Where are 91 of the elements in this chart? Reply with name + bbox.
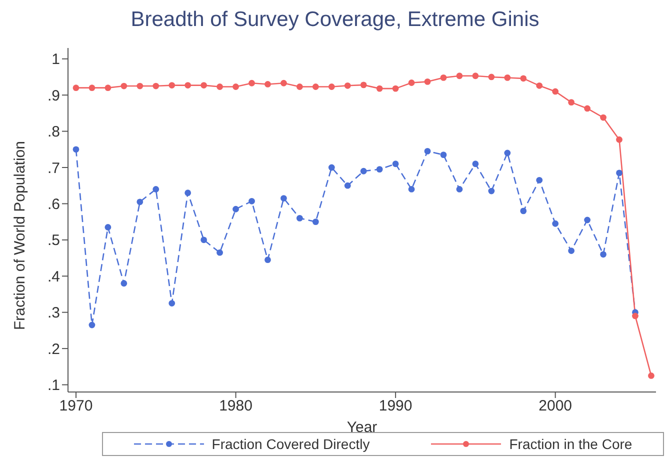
point: [408, 80, 415, 86]
point: [488, 188, 495, 194]
point: [104, 84, 112, 92]
point: [200, 82, 208, 88]
point: [264, 81, 271, 88]
point: [184, 82, 192, 88]
point: [280, 80, 287, 86]
point: [136, 82, 144, 90]
point: [264, 256, 271, 264]
y-tick-label: .3: [47, 304, 60, 322]
legend-label: Fraction Covered Directly: [212, 436, 370, 452]
y-axis-title: Fraction of World Population: [11, 141, 28, 330]
y-tick-label: .8: [47, 124, 60, 141]
y-tick-label: .7: [47, 160, 60, 177]
point: [344, 82, 351, 89]
y-tick-label: .5: [47, 232, 60, 250]
point: [392, 85, 399, 92]
chart-title: Breadth of Survey Coverage, Extreme Ginis: [130, 8, 540, 33]
point: [136, 198, 144, 206]
point: [120, 82, 128, 90]
point: [456, 186, 463, 192]
point: [168, 300, 176, 306]
point: [72, 84, 80, 92]
point: [184, 190, 192, 196]
point: [568, 99, 575, 106]
point: [648, 372, 654, 379]
point: [456, 72, 463, 80]
point: [104, 224, 112, 230]
point: [120, 280, 128, 287]
point: [584, 216, 590, 224]
point: [504, 74, 511, 81]
x-tick-label: 1970: [59, 398, 93, 415]
point: [232, 206, 239, 212]
point: [504, 150, 511, 156]
point: [72, 146, 80, 153]
x-tick-label: 1990: [378, 398, 412, 415]
point: [312, 84, 319, 90]
point: [200, 236, 208, 244]
point: [280, 195, 287, 202]
point: [552, 220, 559, 227]
point: [536, 176, 543, 184]
point: [328, 84, 335, 90]
point: [376, 166, 383, 173]
point: [520, 75, 527, 82]
x-tick-label: 1980: [219, 398, 252, 415]
y-tick-label: .9: [47, 87, 60, 104]
point: [88, 84, 96, 92]
point: [616, 136, 622, 143]
point: [88, 322, 96, 328]
point: [472, 160, 479, 168]
y-tick-label: 1: [52, 51, 60, 68]
point: [520, 208, 527, 214]
point: [152, 82, 160, 90]
point: [360, 168, 367, 174]
point: [424, 148, 431, 154]
point: [344, 182, 351, 189]
y-tick-label: .1: [47, 377, 60, 394]
point: [488, 74, 495, 80]
point: [424, 78, 431, 85]
y-tick-label: .2: [47, 340, 60, 358]
point: [392, 160, 399, 168]
point: [168, 82, 176, 88]
point: [440, 152, 447, 158]
point: [232, 84, 239, 90]
point: [328, 164, 335, 171]
point: [568, 248, 575, 254]
x-tick-label: 2000: [538, 398, 572, 415]
point: [312, 218, 319, 226]
point: [296, 214, 303, 222]
point: [600, 251, 606, 258]
point: [584, 105, 590, 112]
point: [360, 82, 367, 88]
point: [440, 74, 447, 81]
point: [536, 82, 543, 89]
point: [376, 85, 383, 92]
point: [616, 170, 622, 176]
y-tick-label: .6: [47, 196, 60, 214]
point: [296, 84, 303, 90]
point: [152, 186, 160, 192]
y-tick-label: .4: [47, 268, 60, 286]
legend-label: Fraction in the Core: [509, 436, 632, 452]
point: [600, 114, 606, 121]
point: [472, 72, 479, 80]
point: [552, 88, 559, 95]
point: [248, 198, 255, 204]
point: [248, 80, 255, 86]
point: [216, 84, 223, 90]
point: [408, 186, 415, 192]
point: [216, 249, 223, 256]
point: [632, 312, 638, 320]
x-axis-title: Year: [346, 419, 378, 436]
